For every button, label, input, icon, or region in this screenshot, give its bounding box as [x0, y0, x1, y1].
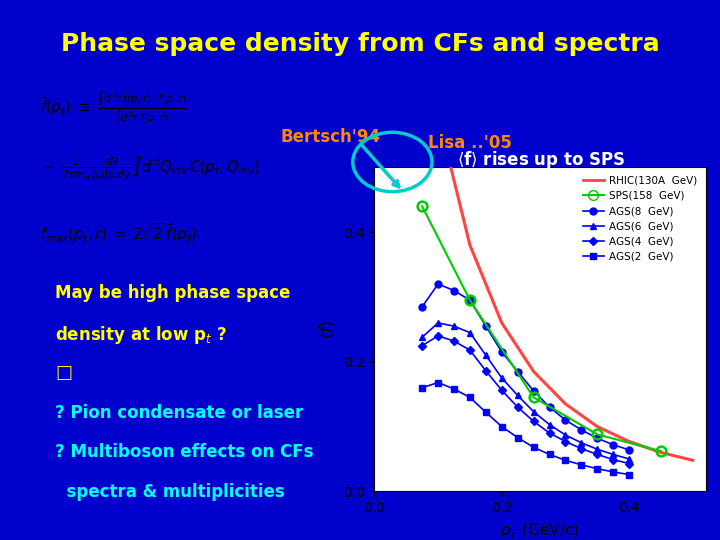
Text: $f_{max}(p_t,r)\;\approx\;2\sqrt{2}\,\bar{f}(p_t)$: $f_{max}(p_t,r)\;\approx\;2\sqrt{2}\,\ba… — [40, 221, 197, 245]
Text: Lisa ..'05: Lisa ..'05 — [428, 134, 512, 152]
Text: density at low p$_t$ ?: density at low p$_t$ ? — [55, 324, 227, 346]
Text: □: □ — [55, 364, 72, 382]
Text: Phase space density from CFs and spectra: Phase space density from CFs and spectra — [60, 32, 660, 56]
Text: ? Pion condensate or laser: ? Pion condensate or laser — [55, 404, 303, 422]
Text: Bertsch'94: Bertsch'94 — [281, 128, 381, 146]
Text: spectra & multiplicities: spectra & multiplicities — [55, 483, 284, 501]
Text: $\bar{f}(p_t) \;\equiv\; \frac{\int d^3r\; f(p,r)\cdot f(p,r)}{\int d^3r\; f(p,r: $\bar{f}(p_t) \;\equiv\; \frac{\int d^3r… — [40, 89, 186, 126]
Legend: RHIC(130A  GeV), SPS(158  GeV), AGS(8  GeV), AGS(6  GeV), AGS(4  GeV), AGS(2  Ge: RHIC(130A GeV), SPS(158 GeV), AGS(8 GeV)… — [580, 173, 701, 265]
Text: $\sim \;\frac{1}{2\pi m_\pi}\frac{dN}{p_t dp_t dy}\int d^3Q_{inv}\,C(p_t,Q_{inv}: $\sim \;\frac{1}{2\pi m_\pi}\frac{dN}{p_… — [40, 155, 259, 183]
Text: May be high phase space: May be high phase space — [55, 285, 290, 302]
X-axis label: $p_T$ (GeV/c): $p_T$ (GeV/c) — [500, 521, 580, 539]
Text: ? Multiboson effects on CFs: ? Multiboson effects on CFs — [55, 443, 313, 462]
Text: $\langle$f$\rangle$ rises up to SPS: $\langle$f$\rangle$ rises up to SPS — [457, 148, 626, 171]
Y-axis label: $\langle f \rangle$: $\langle f \rangle$ — [318, 320, 337, 339]
